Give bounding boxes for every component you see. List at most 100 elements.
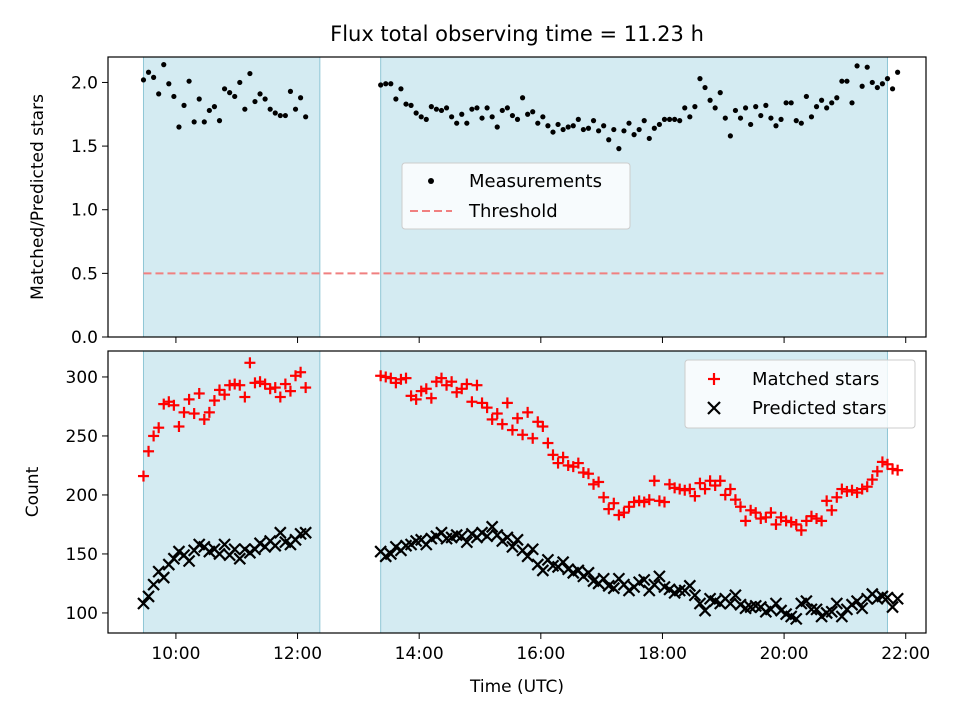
matched-point [143,445,155,457]
measurement-point [181,102,187,108]
matched-point [274,391,286,403]
matched-point [415,385,427,397]
matched-point [836,483,848,495]
y-tick-label: 1.0 [71,201,98,221]
matched-point [633,495,645,507]
matched-point [856,483,868,495]
matched-point [249,377,261,389]
predicted-point [683,579,697,593]
matched-point [183,393,195,405]
measurement-point [545,123,551,129]
measurement-point [849,100,855,106]
predicted-point [693,597,707,610]
y-tick-label: 250 [66,427,98,447]
matched-point [740,515,752,527]
measurement-point [454,120,460,126]
measurement-point [748,121,754,128]
measurement-point [606,137,612,143]
measurement-point [428,104,434,110]
matched-point [537,421,549,433]
x-tick-label: 12:00 [273,644,322,664]
matched-point [264,383,276,395]
matched-point [219,389,231,401]
measurement-point [176,124,182,130]
measurement-point [535,120,541,126]
matched-point [887,463,899,475]
measurement-point [626,120,632,126]
matched-point [770,518,782,530]
matched-point [729,494,741,506]
x-tick-label: 16:00 [516,644,565,664]
matched-point [826,504,838,516]
predicted-point [218,538,231,551]
predicted-point [480,529,494,543]
matched-point [892,464,904,476]
measurement-point [692,104,698,110]
measurement-point [656,121,663,128]
matched-point [765,507,777,519]
x-axis-ticks: 10:00 12:00 14:00 16:00 18:00 20:00 22:00 [151,633,930,664]
measurement-point [560,126,566,133]
matched-point [658,496,670,508]
predicted-point [673,584,686,597]
predicted-point [147,578,160,591]
measurement-point [803,93,809,100]
matched-point [542,437,554,449]
predicted-point [157,571,171,584]
predicted-point [607,581,621,595]
measurement-point [753,104,759,110]
measurement-point [494,124,500,130]
predicted-point [213,547,226,561]
measurement-point [575,116,581,122]
matched-point [831,491,843,503]
legend-measurements: Measurements [469,171,602,192]
predicted-point [142,590,155,603]
measurement-point [712,105,718,111]
legend-predicted: Predicted stars [752,398,886,419]
matched-point [284,385,296,397]
predicted-point [729,588,742,602]
matched-point [816,515,828,527]
measurement-point [540,114,546,120]
measurement-point [459,111,465,117]
measurement-point [398,86,404,92]
shaded-interval [142,56,321,338]
measurement-point [297,95,304,101]
predicted-point [274,526,287,539]
measurement-point [171,93,177,100]
measurement-point [423,116,429,122]
matched-point [295,366,307,378]
measurement-point [834,95,840,101]
matched-point [603,503,615,515]
matched-point [618,507,630,519]
measurement-point [768,115,774,121]
matched-point [375,370,387,382]
predicted-point [800,594,813,608]
measurement-point [783,100,789,106]
matched-point [506,424,518,436]
matched-point [491,408,503,420]
matched-point [224,379,236,391]
measurement-point [585,125,592,131]
measurement-point [742,105,749,111]
measurement-point [672,116,678,122]
predicted-point [511,533,524,547]
measurement-point [621,128,627,134]
predicted-point [789,612,803,626]
predicted-point [506,540,519,554]
matched-point [552,457,564,469]
predicted-point [536,564,550,577]
measurement-point [702,84,708,91]
measurement-point [408,102,414,108]
counts-panel: 100 150 200 250 300 10:00 12:00 14:00 16:00 18:0… [23,350,930,697]
predicted-point [485,520,499,534]
matched-point [410,393,422,405]
y-axis-label: Matched/Predicted stars [28,94,48,300]
measurement-point [267,106,273,112]
measurement-point [611,126,617,133]
x-tick-label: 20:00 [760,644,809,664]
measurement-point [651,125,657,131]
measurement-point [388,81,394,87]
measurement-point [570,123,576,129]
matched-point [178,406,190,418]
